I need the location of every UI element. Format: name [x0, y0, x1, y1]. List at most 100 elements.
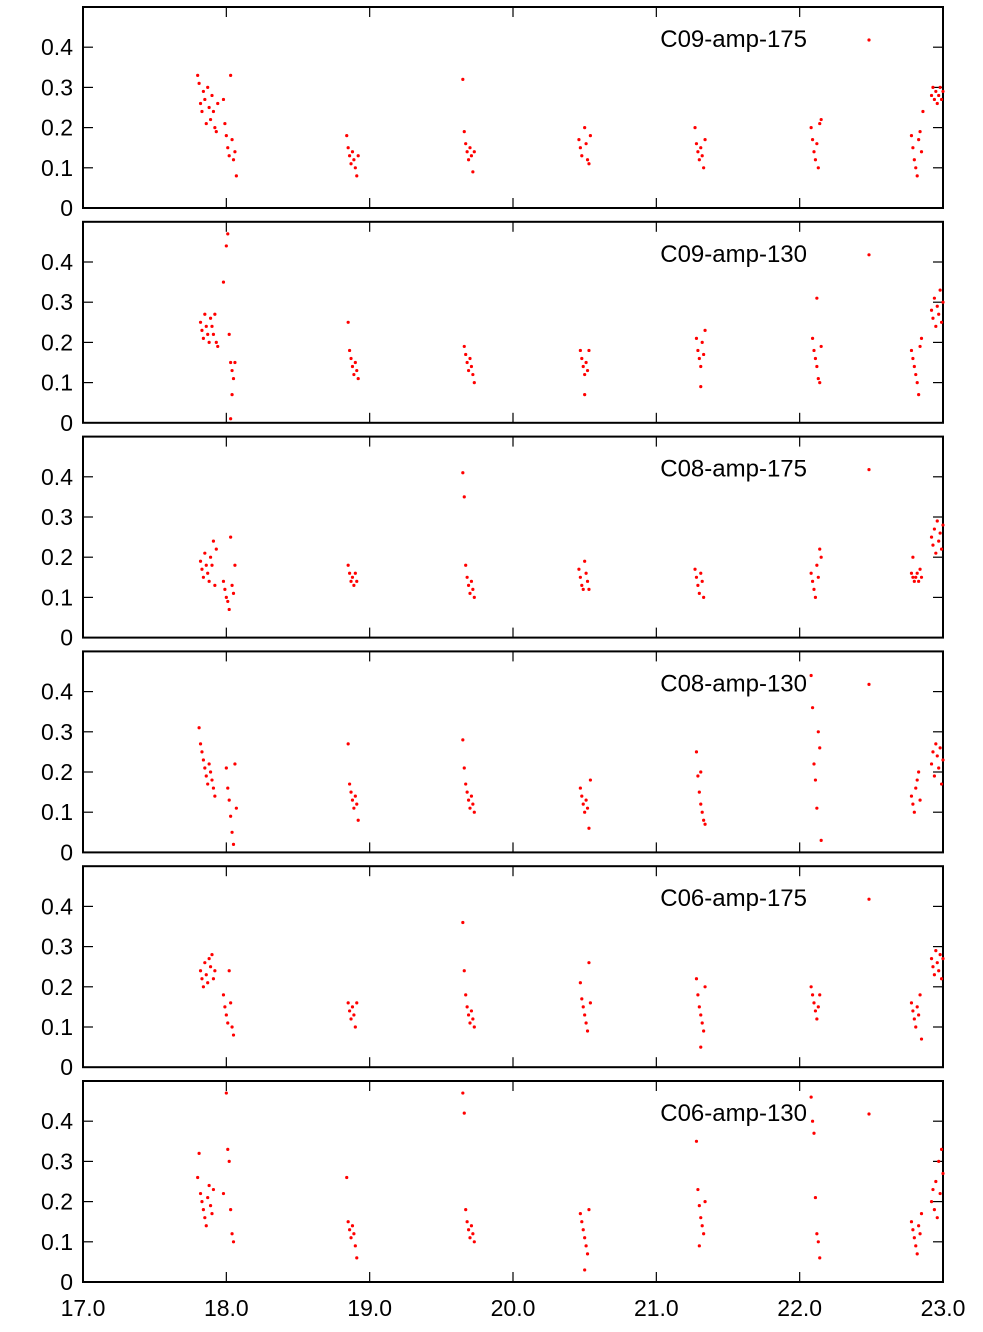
data-point — [469, 364, 474, 369]
data-point — [702, 166, 706, 170]
data-point — [915, 381, 919, 385]
data-point — [231, 591, 236, 595]
data-point — [584, 1244, 588, 1248]
data-point — [206, 85, 210, 89]
data-point — [356, 818, 360, 822]
data-point — [932, 527, 937, 531]
data-point — [211, 977, 216, 981]
data-point — [197, 81, 201, 85]
data-point — [200, 1200, 204, 1204]
data-point — [468, 1021, 472, 1025]
data-point — [697, 1244, 701, 1248]
data-point — [917, 1013, 921, 1017]
data-point — [355, 1001, 359, 1005]
data-point — [200, 750, 204, 754]
data-point — [345, 1175, 349, 1180]
data-point — [919, 150, 924, 154]
data-point — [914, 575, 918, 579]
data-point — [231, 1033, 236, 1037]
panel-frame — [82, 6, 944, 209]
data-point — [350, 798, 355, 802]
data-point — [917, 770, 921, 774]
data-point — [580, 583, 584, 587]
data-point — [230, 583, 234, 587]
data-point — [812, 150, 816, 154]
data-point — [461, 1091, 465, 1095]
data-points — [196, 1091, 945, 1272]
data-point — [229, 1208, 233, 1212]
data-point — [472, 381, 476, 385]
data-point — [214, 547, 218, 551]
data-point — [911, 1228, 915, 1232]
data-point — [206, 571, 210, 575]
data-point — [466, 583, 471, 587]
data-point — [909, 794, 914, 798]
data-point — [931, 543, 935, 547]
legend-marker — [867, 468, 871, 472]
data-point — [911, 802, 915, 806]
data-point — [468, 591, 472, 595]
data-point — [912, 579, 916, 583]
data-point — [471, 1232, 475, 1236]
data-point — [214, 130, 218, 134]
data-point — [929, 535, 934, 539]
data-point — [912, 364, 916, 369]
data-point — [700, 1224, 704, 1228]
data-point — [809, 1095, 813, 1099]
data-point — [912, 1236, 916, 1240]
panel-c06-amp-175: 0 0.1 0.2 0.3 0.4 C06-amp-175 — [41, 865, 945, 1080]
data-point — [583, 1268, 587, 1272]
data-point — [204, 563, 208, 567]
legend: C06-amp-175 — [660, 885, 871, 912]
y-tick-label: 0.3 — [41, 719, 73, 745]
data-point — [231, 158, 236, 162]
data-point — [699, 802, 703, 806]
data-point — [352, 583, 356, 587]
data-point — [210, 324, 214, 328]
panel-frame — [82, 220, 944, 424]
data-point — [346, 320, 350, 324]
y-tick-label: 0.2 — [41, 1189, 73, 1215]
data-point — [221, 97, 226, 102]
data-point — [584, 360, 588, 365]
data-point — [932, 774, 937, 778]
data-point — [935, 304, 939, 308]
data-point — [919, 1037, 924, 1041]
data-point — [815, 1232, 819, 1236]
data-point — [233, 150, 237, 154]
data-point — [223, 121, 227, 126]
data-point — [200, 328, 204, 332]
y-tick-label: 0.1 — [41, 370, 73, 396]
data-point — [471, 802, 475, 806]
data-point — [210, 93, 214, 98]
data-point — [932, 1208, 937, 1212]
data-point — [461, 77, 465, 81]
data-point — [587, 961, 591, 965]
data-point — [472, 1025, 476, 1029]
data-point — [468, 806, 472, 810]
data-point — [465, 1005, 469, 1009]
data-point — [216, 101, 220, 106]
data-point — [585, 158, 590, 162]
y-tick-label: 0.2 — [41, 544, 73, 570]
data-point — [208, 965, 213, 969]
data-point — [935, 961, 939, 965]
data-point — [935, 1216, 939, 1220]
data-point — [815, 563, 819, 567]
data-point — [700, 810, 704, 814]
data-point — [809, 985, 813, 989]
data-point — [911, 575, 915, 579]
data-point — [464, 563, 468, 567]
data-point — [461, 920, 465, 925]
data-point — [914, 786, 918, 790]
legend-label: C09-amp-130 — [660, 241, 807, 268]
y-tick-label: 0.2 — [41, 329, 73, 355]
data-point — [929, 308, 934, 312]
y-tick-label: 0.3 — [41, 74, 73, 100]
data-point — [585, 1252, 590, 1256]
data-point — [819, 555, 823, 559]
data-point — [914, 1025, 918, 1029]
data-point — [812, 348, 816, 353]
data-point — [204, 973, 208, 977]
data-point — [353, 1244, 357, 1248]
